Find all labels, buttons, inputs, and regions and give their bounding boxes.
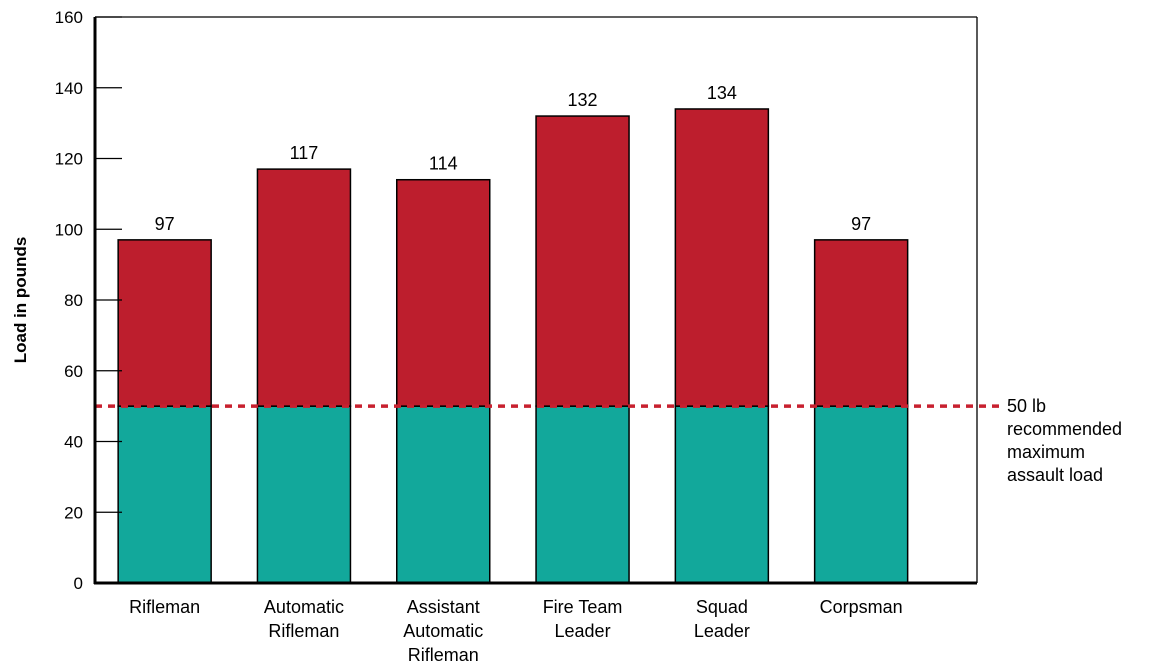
data-label: 114	[429, 154, 458, 174]
bar-lower-segment	[674, 405, 770, 584]
bar-upper-segment	[396, 178, 491, 407]
bar-upper-segment	[117, 239, 212, 407]
data-label: 117	[290, 143, 319, 163]
y-tick-label: 60	[64, 362, 83, 381]
category-label: Fire Team Leader	[543, 597, 623, 641]
y-axis-title: Load in pounds	[11, 237, 30, 364]
y-tick-label: 40	[64, 433, 83, 452]
y-tick-label: 20	[64, 503, 83, 522]
category-label: Squad Leader	[694, 597, 750, 641]
bar-lower-segment	[256, 405, 352, 584]
y-tick-label: 120	[55, 150, 83, 169]
bar-lower-segment	[535, 405, 630, 584]
category-label: Assistant Automatic Rifleman	[403, 597, 483, 665]
bar-lower-segment	[396, 405, 491, 584]
data-label: 132	[568, 90, 598, 110]
bar-upper-segment	[535, 115, 630, 407]
y-tick-label: 100	[55, 220, 83, 239]
data-label: 97	[155, 214, 175, 234]
data-label: 134	[707, 83, 737, 103]
y-tick-label: 0	[74, 574, 83, 593]
data-label: 97	[851, 214, 871, 234]
bar-upper-segment	[674, 108, 770, 407]
category-label: Rifleman	[129, 597, 200, 617]
bar-upper-segment	[256, 168, 352, 407]
bar-lower-segment	[117, 405, 212, 584]
category-label: Corpsman	[820, 597, 903, 617]
bar-lower-segment	[813, 405, 909, 584]
y-tick-label: 160	[55, 8, 83, 27]
y-tick-label: 140	[55, 79, 83, 98]
bar-upper-segment	[813, 239, 909, 407]
reference-line-label: 50 lb recommended maximum assault load	[1007, 396, 1122, 485]
category-label: Automatic Rifleman	[264, 597, 344, 641]
y-tick-label: 80	[64, 291, 83, 310]
